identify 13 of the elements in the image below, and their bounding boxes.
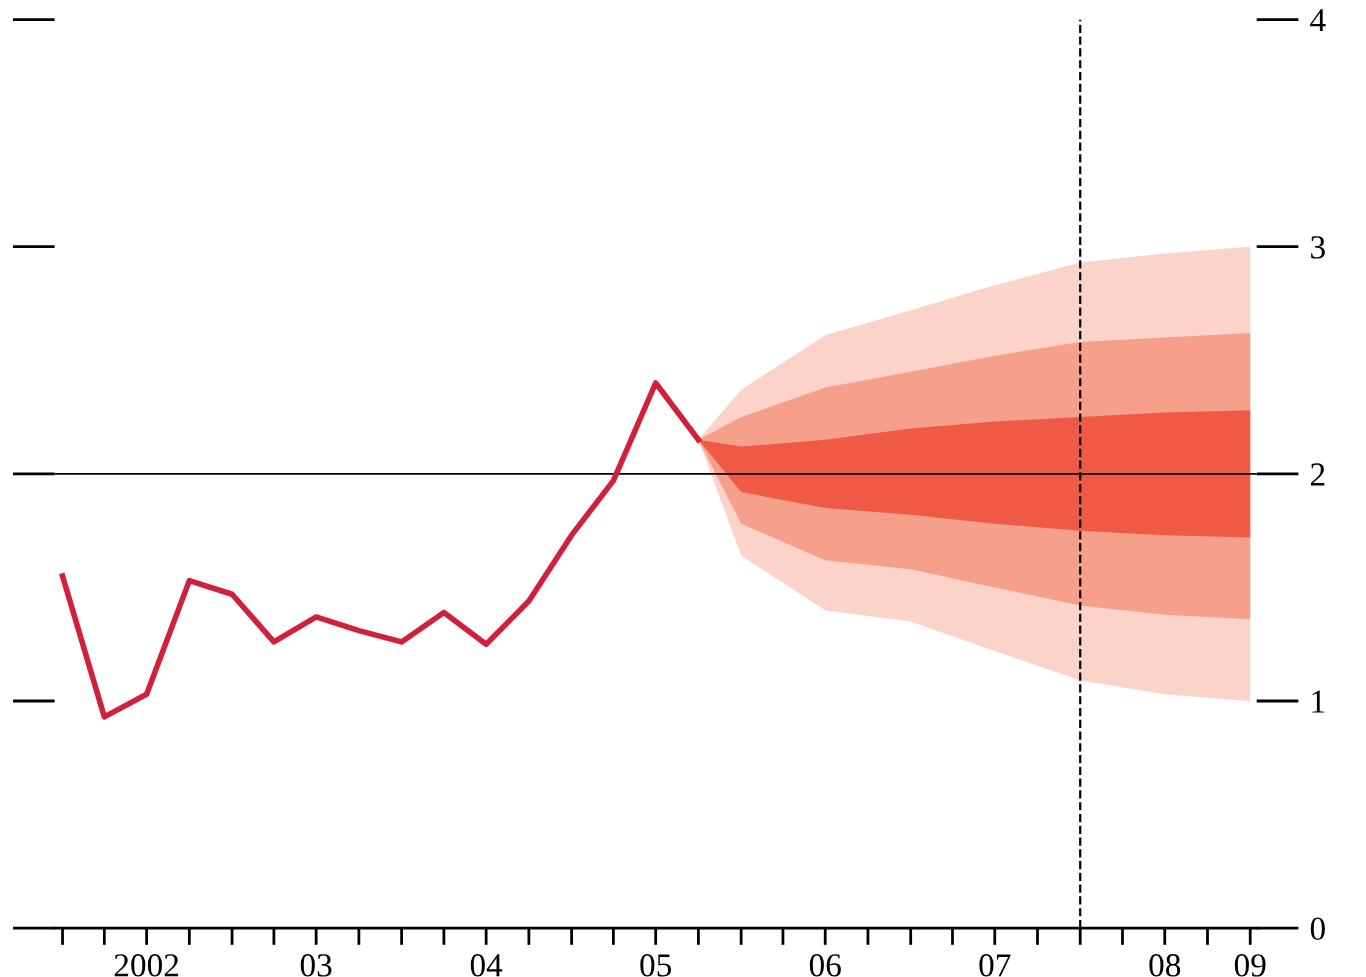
y-tick-label: 3	[1311, 236, 1325, 259]
y-tick-label: 2	[1310, 463, 1325, 486]
y-tick-label: 0	[1310, 917, 1325, 941]
x-tick-label: 07	[979, 954, 1011, 977]
x-tick-label: 08	[1149, 954, 1181, 977]
y-tick-label: 1	[1312, 690, 1325, 713]
x-tick-label: 03	[300, 954, 332, 977]
x-tick-label: 06	[809, 954, 841, 977]
x-tick-label: 2002	[114, 954, 179, 977]
x-tick-label: 09	[1234, 954, 1266, 977]
y-tick-label: 4	[1310, 9, 1326, 32]
x-tick-label: 05	[640, 954, 672, 977]
x-tick-label: 04	[470, 954, 503, 977]
